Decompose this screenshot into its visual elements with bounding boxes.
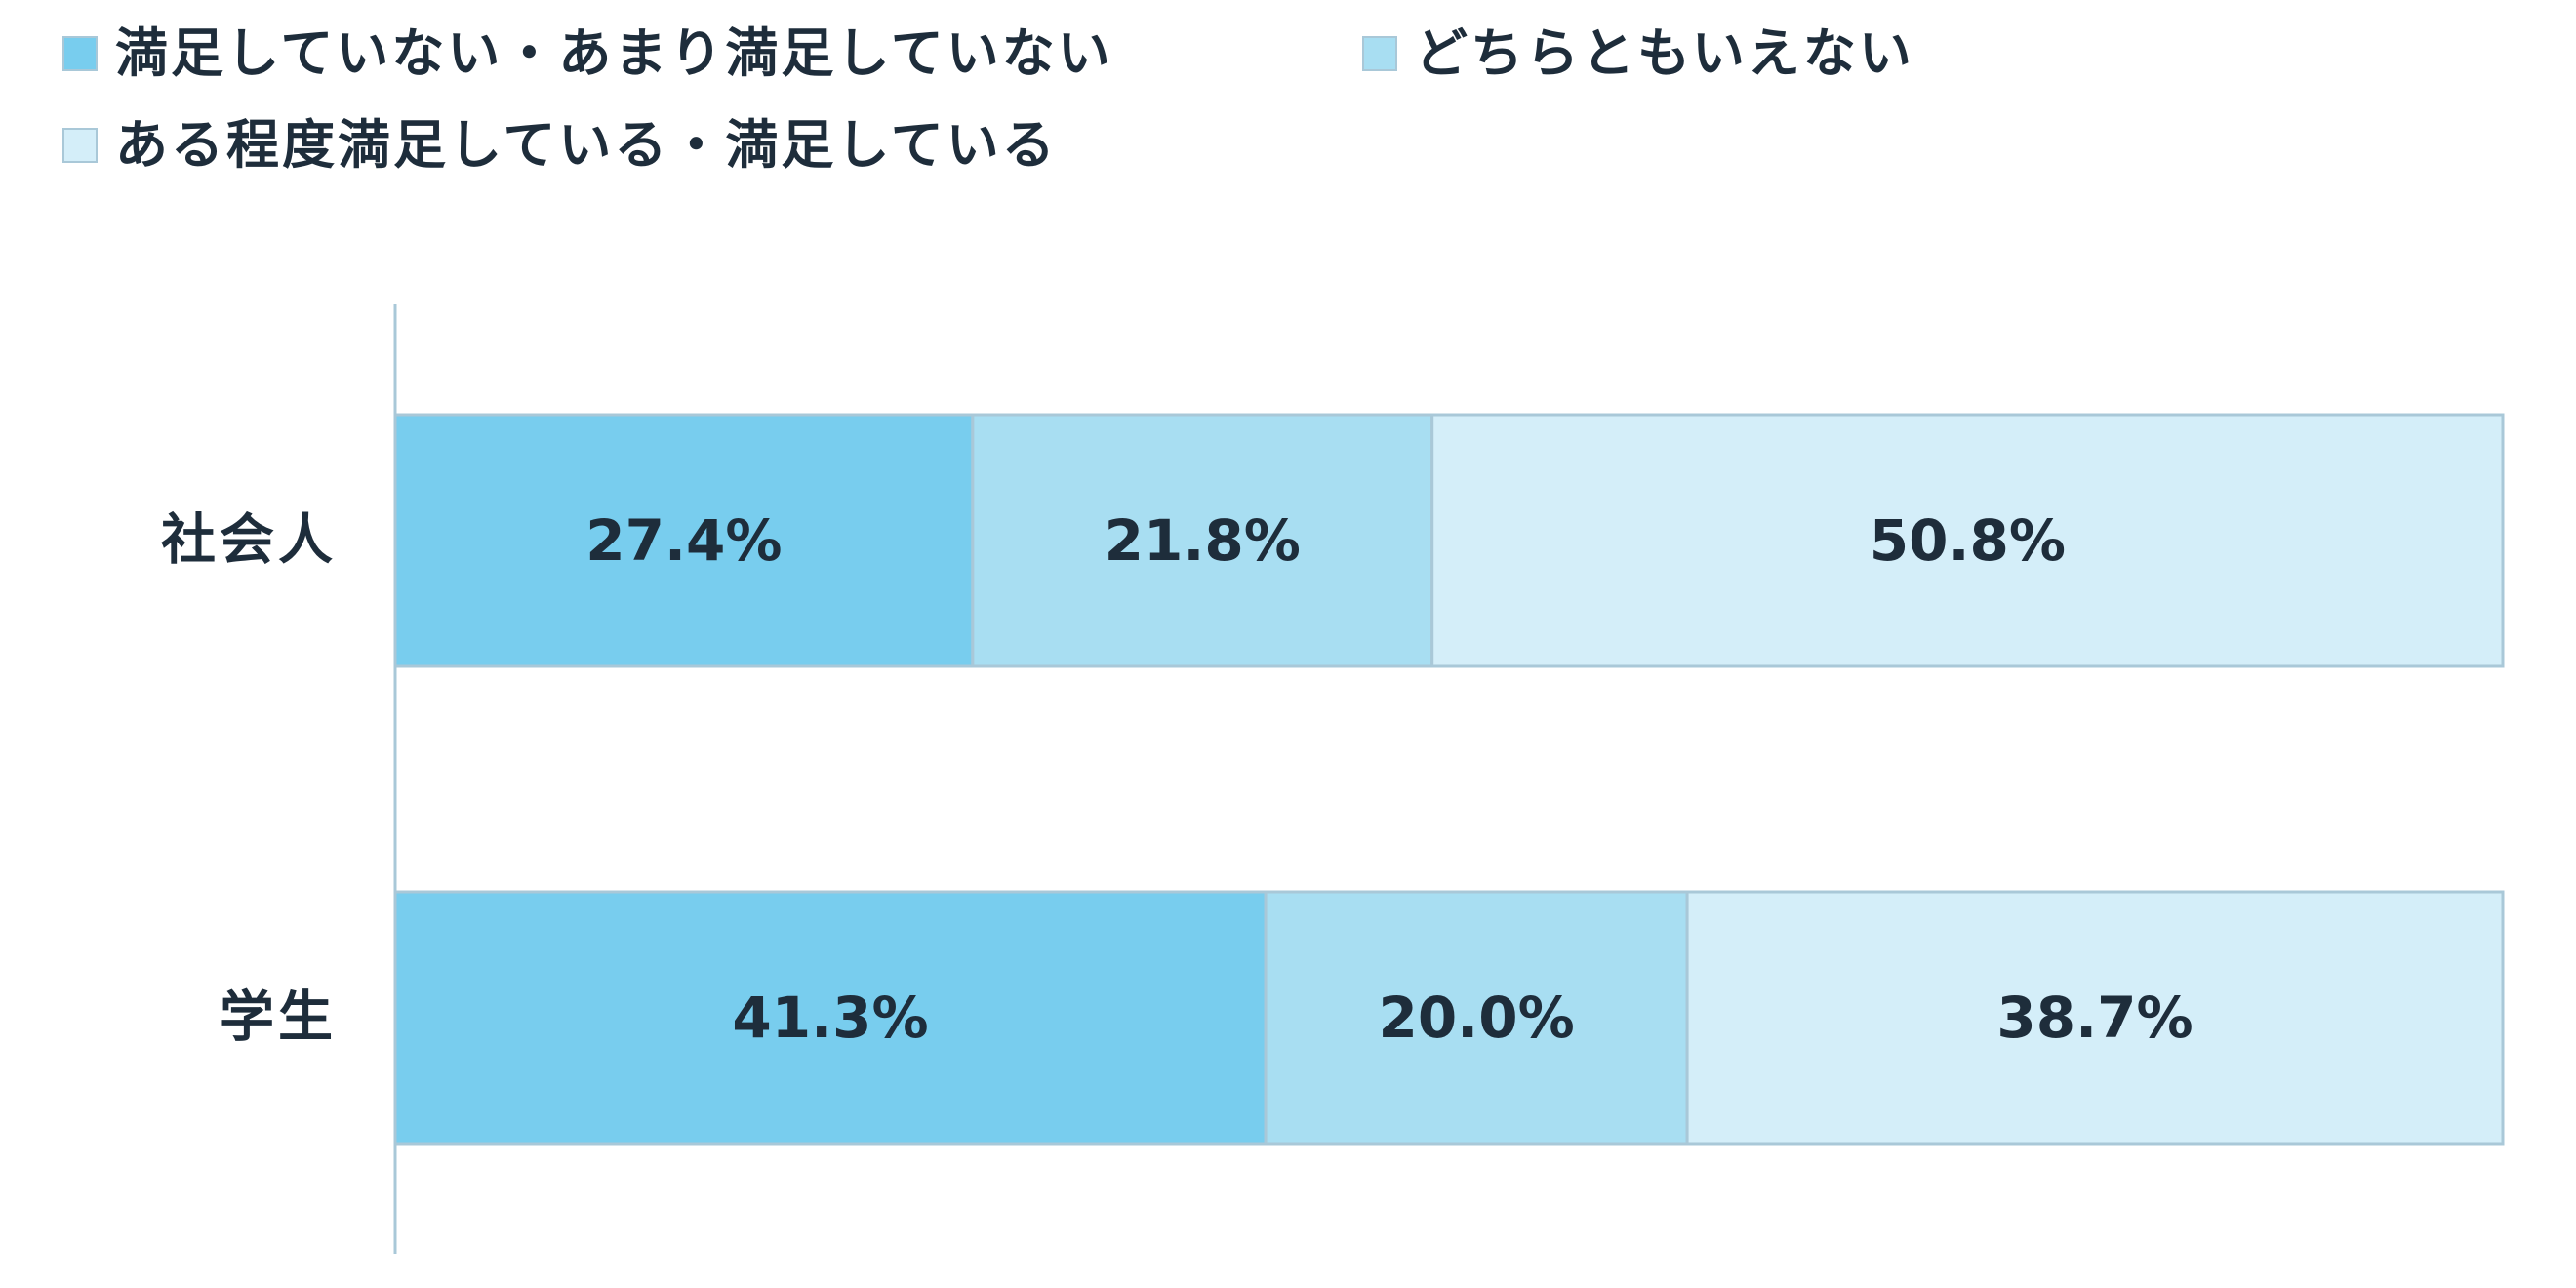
legend-item-not-satisfied: 満足していない・あまり満足していない [62, 27, 1113, 80]
data-label: 38.7% [1996, 985, 2193, 1051]
data-label: 41.3% [732, 985, 928, 1051]
legend: 満足していない・あまり満足していない どちらともいえない ある程度満足している・… [62, 27, 2502, 203]
legend-item-neutral: どちらともいえない [1362, 27, 1914, 80]
data-label: 20.0% [1378, 985, 1574, 1051]
category-label: 学生 [220, 986, 337, 1050]
bar-segment [1264, 890, 1689, 1146]
bar-segment [971, 413, 1434, 668]
legend-label-not-satisfied: 満足していない・あまり満足していない [115, 22, 1113, 84]
data-label: 27.4% [585, 507, 782, 574]
legend-swatch-satisfied [62, 128, 98, 163]
legend-item-satisfied: ある程度満足している・満足している [62, 119, 1058, 172]
bar-segment [1685, 890, 2505, 1146]
legend-label-neutral: どちらともいえない [1415, 22, 1914, 84]
category-label: 社会人 [161, 509, 337, 573]
data-label: 21.8% [1105, 507, 1301, 574]
bar-segment [393, 890, 1268, 1146]
bar-segment [393, 413, 975, 668]
data-label: 50.8% [1870, 507, 2066, 574]
legend-label-satisfied: ある程度満足している・満足している [115, 114, 1058, 176]
legend-swatch-neutral [1362, 36, 1397, 71]
legend-swatch-not-satisfied [62, 36, 98, 71]
bar-segment [1430, 413, 2505, 668]
